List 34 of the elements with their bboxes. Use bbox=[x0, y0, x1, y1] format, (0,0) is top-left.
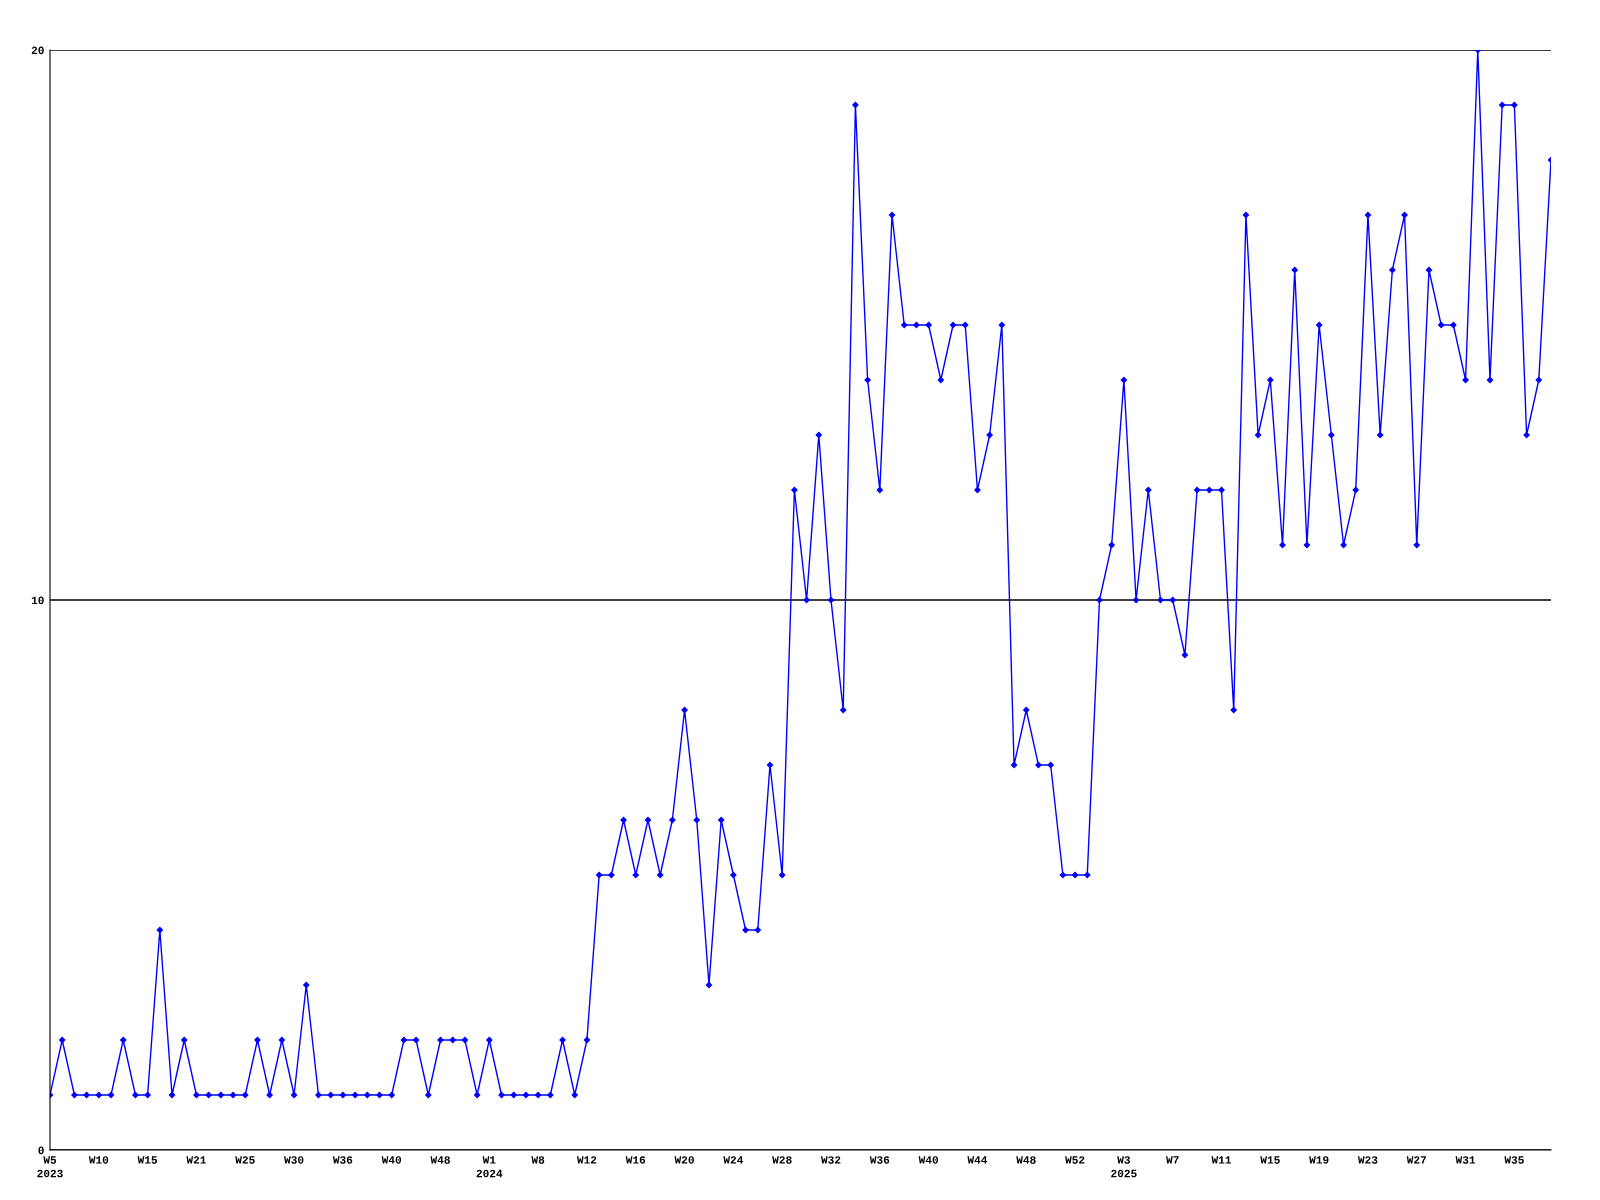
x-tick-label: W48 bbox=[1016, 1156, 1036, 1164]
x-tick-label: W32 bbox=[821, 1156, 841, 1164]
x-tick-label: W12 bbox=[576, 1156, 597, 1164]
x-tick-label: W44 bbox=[967, 1156, 988, 1164]
x-tick-label: W23 bbox=[1357, 1156, 1378, 1164]
x-tick-label: W52 bbox=[1065, 1156, 1085, 1164]
x-tick-label: W40 bbox=[381, 1156, 402, 1164]
x-tick-label: W36 bbox=[332, 1156, 353, 1164]
x-tick-label: W31 bbox=[1455, 1156, 1476, 1164]
x-tick-label: W28 bbox=[772, 1156, 792, 1164]
x-tick-label: W16 bbox=[625, 1156, 646, 1164]
x-tick-label: W27 bbox=[1406, 1156, 1427, 1164]
x-tick-label: W7 bbox=[1166, 1156, 1179, 1164]
y-tick-label: 0 bbox=[38, 1146, 44, 1155]
x-tick-label: W8 bbox=[531, 1156, 545, 1164]
x-tick-label: W11 bbox=[1211, 1156, 1232, 1164]
y-tick-label: 20 bbox=[31, 46, 44, 55]
x-tick-label: W21 bbox=[186, 1156, 206, 1164]
x-tick-label: W20 bbox=[674, 1156, 694, 1164]
x-tick-label: W19 bbox=[1309, 1156, 1329, 1164]
x-tick-label: W35 bbox=[1504, 1156, 1524, 1164]
x-tick-label: W15 bbox=[1260, 1156, 1280, 1164]
x-tick-label: W30 bbox=[284, 1156, 304, 1164]
x-tick-label: W3 2025 bbox=[1111, 1156, 1137, 1178]
x-tick-label: W40 bbox=[918, 1156, 938, 1164]
x-tick-label: W5 2023 bbox=[37, 1156, 63, 1178]
x-tick-label: W15 bbox=[137, 1156, 158, 1164]
x-tick-label: W48 bbox=[430, 1156, 450, 1164]
y-tick-label: 10 bbox=[31, 596, 44, 605]
x-tick-label: W36 bbox=[869, 1156, 890, 1164]
x-tick-label: W10 bbox=[88, 1156, 109, 1164]
x-tick-label: W25 bbox=[235, 1156, 255, 1164]
x-tick-label: W24 bbox=[723, 1156, 744, 1164]
x-tick-label: W1 2024 bbox=[476, 1156, 503, 1178]
